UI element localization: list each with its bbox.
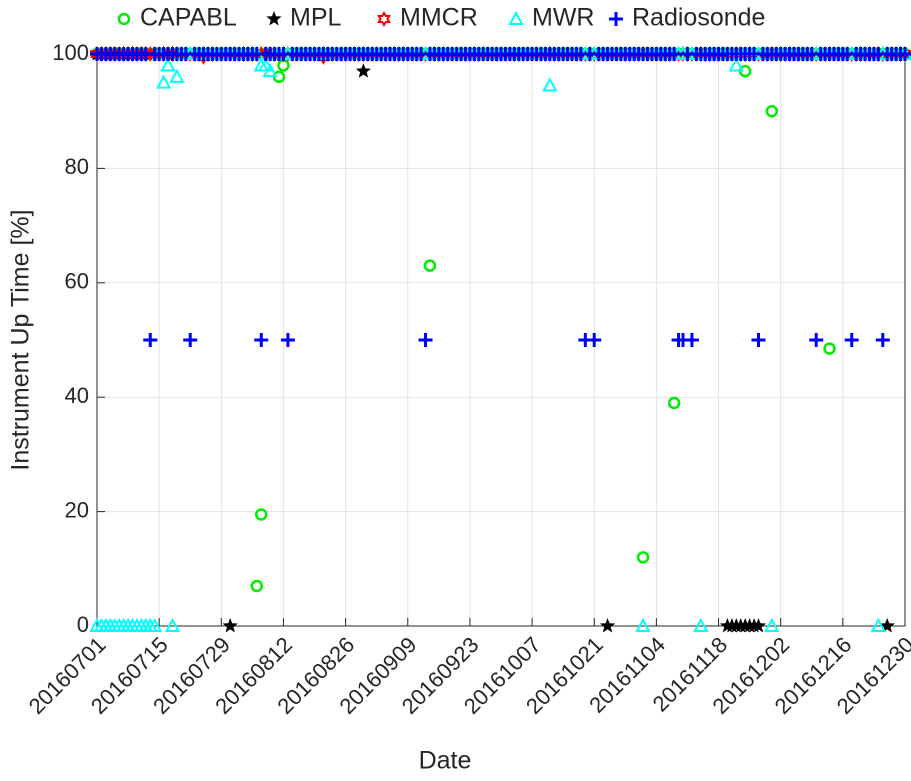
y-tick-label: 60 <box>65 269 89 294</box>
point <box>147 617 163 632</box>
series-3 <box>89 45 911 632</box>
point <box>155 74 172 89</box>
point <box>599 618 616 633</box>
legend-label: MPL <box>290 4 342 32</box>
point <box>898 47 911 61</box>
plot-frame <box>96 53 906 627</box>
legend-symbol <box>117 12 131 26</box>
point <box>750 618 767 633</box>
series-0 <box>90 47 911 593</box>
point <box>809 333 824 347</box>
point <box>635 617 651 632</box>
point <box>280 333 295 347</box>
point <box>875 333 890 347</box>
point <box>222 618 238 633</box>
point <box>262 63 278 78</box>
point <box>870 617 887 632</box>
legend-symbol <box>609 12 623 26</box>
point <box>636 551 650 564</box>
legend-label: MWR <box>532 4 594 32</box>
point <box>160 57 176 72</box>
point <box>542 77 558 92</box>
point <box>844 333 859 347</box>
point <box>355 63 371 78</box>
point <box>169 68 185 83</box>
point <box>418 333 433 347</box>
y-tick-label: 100 <box>52 40 89 65</box>
legend: CAPABL MPL MMCR MWR Radiosonde <box>117 4 765 32</box>
legend-symbol <box>266 11 282 26</box>
x-axis-label: Date <box>419 747 472 775</box>
point <box>879 618 895 633</box>
point <box>143 333 158 347</box>
series-4 <box>90 47 911 347</box>
point <box>587 333 602 347</box>
legend-label: Radiosonde <box>632 4 765 32</box>
point <box>823 342 836 355</box>
point <box>667 47 682 61</box>
point <box>258 57 274 72</box>
point <box>684 333 699 347</box>
point <box>164 617 181 632</box>
series-1 <box>89 46 911 633</box>
legend-label: MMCR <box>400 4 478 32</box>
y-tick-label: 0 <box>77 612 89 637</box>
point <box>183 333 198 347</box>
point <box>250 579 264 593</box>
point <box>667 396 681 410</box>
legend-symbol <box>377 11 391 27</box>
point <box>254 333 269 347</box>
point <box>693 617 709 632</box>
legend-label: CAPABL <box>140 4 237 32</box>
point <box>728 57 744 72</box>
point <box>751 333 766 347</box>
y-tick-label: 80 <box>65 154 89 179</box>
point <box>255 508 268 521</box>
y-tick-label: 20 <box>65 497 89 522</box>
point <box>764 617 780 632</box>
y-tick-label: 40 <box>65 383 89 408</box>
legend-symbol <box>508 10 524 25</box>
point <box>765 104 779 118</box>
y-axis-label: Instrument Up Time [%] <box>7 209 35 470</box>
point <box>423 259 437 272</box>
